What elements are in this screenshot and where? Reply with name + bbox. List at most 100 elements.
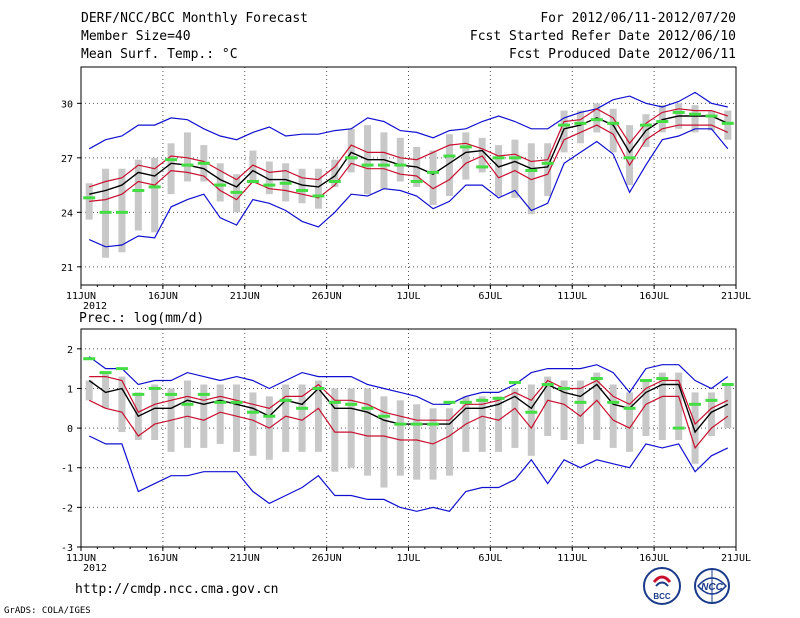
spread-box bbox=[527, 143, 535, 215]
x-tick-label: 16JUL bbox=[639, 553, 669, 564]
x-tick-label: 6JUL bbox=[478, 291, 502, 302]
x-tick-label: 21JUL bbox=[721, 291, 751, 302]
spread-box bbox=[609, 108, 617, 153]
y-tick-label: 24 bbox=[61, 208, 73, 219]
x-tick-label: 16JUN bbox=[148, 553, 178, 564]
spread-box bbox=[724, 110, 732, 140]
spread-box bbox=[396, 400, 404, 476]
observed-marker bbox=[623, 406, 636, 410]
observed-marker bbox=[443, 154, 456, 158]
spread-box bbox=[495, 145, 503, 196]
observed-marker bbox=[83, 196, 96, 200]
spread-box bbox=[380, 396, 388, 488]
x-tick-label: 1JUL bbox=[396, 291, 420, 302]
x-tick-label: 16JUN bbox=[148, 291, 178, 302]
spread-box bbox=[707, 392, 715, 437]
spread-box bbox=[495, 396, 503, 452]
spread-box bbox=[331, 388, 339, 472]
spread-box bbox=[298, 384, 306, 452]
observed-marker bbox=[410, 179, 423, 183]
x-tick-label: 21JUN bbox=[230, 553, 260, 564]
observed-marker bbox=[705, 398, 718, 402]
x-tick-label: 26JUN bbox=[312, 291, 342, 302]
observed-marker bbox=[230, 400, 243, 404]
forecast-started-label: Fcst Started Refer Date 2012/06/10 bbox=[469, 29, 736, 44]
observed-marker bbox=[672, 110, 685, 114]
spread-box bbox=[576, 110, 584, 144]
spread-box bbox=[478, 137, 486, 173]
lower-quantile-line bbox=[89, 124, 729, 202]
x-year-label: 2012 bbox=[83, 563, 107, 574]
spread-box bbox=[134, 159, 142, 231]
observed-marker bbox=[312, 386, 325, 390]
observed-marker bbox=[508, 156, 521, 160]
spread-box bbox=[576, 380, 584, 444]
spread-box bbox=[560, 110, 568, 153]
y-tick-label: -3 bbox=[61, 543, 73, 554]
observed-marker bbox=[312, 194, 325, 198]
observed-marker bbox=[132, 392, 145, 396]
observed-marker bbox=[99, 210, 112, 214]
spread-box bbox=[413, 404, 421, 480]
observed-marker bbox=[427, 170, 440, 174]
spread-box bbox=[183, 380, 191, 448]
observed-marker bbox=[590, 377, 603, 381]
temperature-panel-title: Mean Surf. Temp.: °C bbox=[81, 47, 238, 62]
y-tick-label: 1 bbox=[67, 384, 73, 395]
panel-temp: 21 24 27 30 11JUN 16JUN 21JUN 26JUN 1JUL 6JUL 11JU… bbox=[61, 66, 751, 312]
observed-marker bbox=[214, 400, 227, 404]
y-tick-label: 30 bbox=[61, 99, 73, 110]
observed-marker bbox=[656, 377, 669, 381]
member-size-label: Member Size=40 bbox=[81, 29, 191, 44]
observed-marker bbox=[427, 422, 440, 426]
observed-marker bbox=[574, 121, 587, 125]
spread-box bbox=[560, 380, 568, 440]
observed-marker bbox=[246, 179, 259, 183]
observed-marker bbox=[263, 183, 276, 187]
y-tick-label: 2 bbox=[67, 345, 73, 356]
spread-box bbox=[265, 161, 273, 195]
observed-marker bbox=[296, 189, 309, 193]
observed-marker bbox=[197, 161, 210, 165]
observed-marker bbox=[165, 392, 178, 396]
observed-marker bbox=[246, 410, 259, 414]
observed-marker bbox=[377, 414, 390, 418]
observed-marker bbox=[394, 422, 407, 426]
spread-box bbox=[282, 384, 290, 452]
observed-marker bbox=[656, 120, 669, 123]
observed-marker bbox=[607, 121, 620, 125]
spread-box bbox=[216, 163, 224, 202]
spread-box bbox=[609, 384, 617, 448]
observed-marker bbox=[410, 422, 423, 426]
observed-marker bbox=[181, 402, 194, 406]
spread-box bbox=[544, 376, 552, 437]
spread-box bbox=[724, 384, 732, 429]
spread-box bbox=[445, 134, 453, 196]
spread-box bbox=[445, 408, 453, 476]
spread-box bbox=[626, 125, 634, 186]
observed-marker bbox=[459, 145, 472, 149]
x-tick-label: 1JUL bbox=[396, 553, 420, 564]
observed-marker bbox=[492, 156, 505, 160]
observed-marker bbox=[525, 410, 538, 414]
spread-box bbox=[675, 372, 683, 440]
observed-marker bbox=[492, 396, 505, 400]
ncc-logo-icon: NCC bbox=[694, 568, 730, 604]
spread-box bbox=[380, 132, 388, 189]
observed-marker bbox=[623, 156, 636, 160]
observed-marker bbox=[83, 357, 96, 361]
observed-marker bbox=[148, 386, 161, 390]
observed-marker bbox=[296, 406, 309, 410]
spread-box bbox=[331, 159, 339, 187]
spread-box bbox=[626, 392, 634, 452]
y-tick-label: -2 bbox=[61, 503, 73, 514]
source-url-link[interactable]: http://cmdp.ncc.cma.gov.cn bbox=[75, 582, 279, 597]
y-tick-label: 21 bbox=[61, 263, 73, 274]
spread-box bbox=[462, 132, 470, 180]
observed-marker bbox=[558, 123, 571, 127]
spread-box bbox=[314, 168, 322, 209]
grads-credit: GrADS: COLA/IGES bbox=[4, 606, 91, 616]
forecast-period-label: For 2012/06/11-2012/07/20 bbox=[540, 11, 736, 26]
